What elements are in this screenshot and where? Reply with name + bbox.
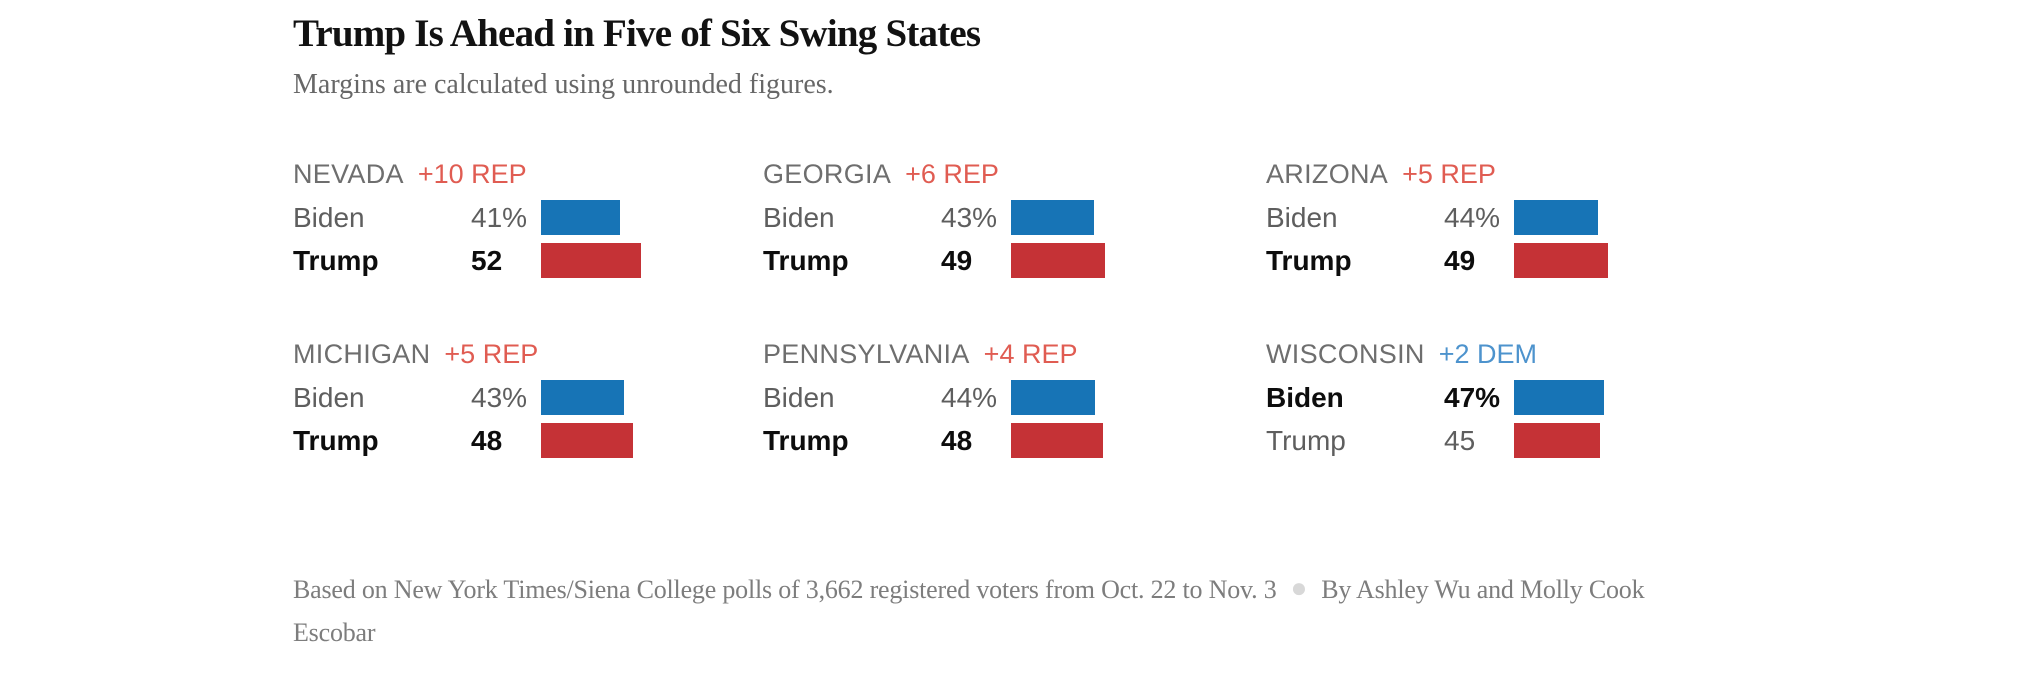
state-block-arizona: ARIZONA +5 REP Biden 44% Trump 49	[1266, 161, 1725, 286]
state-margin-badge: +6 REP	[905, 159, 999, 190]
candidate-name: Trump	[763, 424, 849, 456]
candidate-name: Trump	[1266, 244, 1352, 276]
state-name: WISCONSIN	[1266, 339, 1425, 370]
candidate-name: Trump	[293, 244, 379, 276]
candidate-value: 52	[471, 244, 503, 276]
candidate-name: Biden	[1266, 381, 1344, 413]
state-header: PENNSYLVANIA +4 REP	[763, 341, 1266, 368]
candidate-row: Trump 49	[763, 243, 1266, 279]
state-margin-badge: +5 REP	[1402, 159, 1496, 190]
state-name: NEVADA	[293, 159, 404, 190]
poll-bar	[1011, 380, 1096, 416]
state-block-michigan: MICHIGAN +5 REP Biden 43% Trump 48	[293, 341, 763, 466]
candidate-name: Trump	[293, 424, 379, 456]
page-title: Trump Is Ahead in Five of Six Swing Stat…	[293, 12, 981, 55]
candidate-name: Biden	[763, 381, 835, 413]
candidate-name: Trump	[1266, 424, 1346, 456]
state-block-pennsylvania: PENNSYLVANIA +4 REP Biden 44% Trump 48	[763, 341, 1266, 466]
footer-note: Based on New York Times/Siena College po…	[293, 566, 1725, 653]
state-header: MICHIGAN +5 REP	[293, 341, 763, 368]
state-name: GEORGIA	[763, 159, 892, 190]
candidate-rows: Biden 43% Trump 48	[293, 380, 763, 459]
candidate-value: 48	[941, 424, 973, 456]
candidate-row: Biden 44%	[1266, 200, 1725, 236]
candidate-rows: Biden 47% Trump 45	[1266, 380, 1725, 459]
poll-bar	[541, 200, 620, 236]
candidate-value: 48	[471, 424, 503, 456]
poll-bar	[1514, 243, 1609, 279]
state-header: GEORGIA +6 REP	[763, 161, 1266, 188]
state-name: MICHIGAN	[293, 339, 431, 370]
candidate-value: 44%	[941, 381, 998, 413]
poll-bar	[1514, 423, 1601, 459]
candidate-row: Trump 49	[1266, 243, 1725, 279]
page-subtitle: Margins are calculated using unrounded f…	[293, 68, 834, 100]
candidate-value: 43%	[941, 201, 998, 233]
candidate-rows: Biden 44% Trump 49	[1266, 200, 1725, 279]
candidate-value: 47%	[1444, 381, 1501, 413]
state-block-nevada: NEVADA +10 REP Biden 41% Trump 52	[293, 161, 763, 286]
state-header: ARIZONA +5 REP	[1266, 161, 1725, 188]
state-block-georgia: GEORGIA +6 REP Biden 43% Trump 49	[763, 161, 1266, 286]
poll-bar	[541, 243, 641, 279]
candidate-row: Biden 43%	[293, 380, 763, 416]
candidate-rows: Biden 43% Trump 49	[763, 200, 1266, 279]
candidate-row: Biden 47%	[1266, 380, 1725, 416]
state-name: ARIZONA	[1266, 159, 1389, 190]
poll-bar	[1514, 380, 1605, 416]
poll-bar	[1011, 243, 1106, 279]
state-header: WISCONSIN +2 DEM	[1266, 341, 1725, 368]
candidate-row: Trump 45	[1266, 423, 1725, 459]
state-margin-badge: +4 REP	[983, 339, 1078, 370]
state-margin-badge: +10 REP	[417, 159, 527, 190]
poll-bar	[1011, 200, 1094, 236]
candidate-rows: Biden 41% Trump 52	[293, 200, 763, 279]
source-text: Based on New York Times/Siena College po…	[293, 575, 1277, 605]
candidate-name: Biden	[763, 201, 835, 233]
state-margin-badge: +5 REP	[444, 339, 539, 370]
candidate-value: 41%	[471, 201, 528, 233]
candidate-name: Trump	[763, 244, 849, 276]
state-margin-badge: +2 DEM	[1438, 339, 1537, 370]
candidate-value: 49	[941, 244, 973, 276]
candidate-value: 44%	[1444, 201, 1501, 233]
candidate-name: Biden	[1266, 201, 1338, 233]
chart-grid: NEVADA +10 REP Biden 41% Trump 52 GEORGIA…	[293, 161, 1753, 466]
state-name: PENNSYLVANIA	[763, 339, 970, 370]
poll-bar	[541, 380, 624, 416]
poll-bar	[541, 423, 634, 459]
poll-graphic: Trump Is Ahead in Five of Six Swing Stat…	[293, 0, 1753, 680]
state-header: NEVADA +10 REP	[293, 161, 763, 188]
candidate-name: Biden	[293, 381, 365, 413]
candidate-value: 45	[1444, 424, 1476, 456]
candidate-value: 43%	[471, 381, 528, 413]
candidate-rows: Biden 44% Trump 48	[763, 380, 1266, 459]
candidate-value: 49	[1444, 244, 1476, 276]
candidate-row: Trump 52	[293, 243, 763, 279]
candidate-row: Biden 43%	[763, 200, 1266, 236]
candidate-row: Trump 48	[763, 423, 1266, 459]
state-block-wisconsin: WISCONSIN +2 DEM Biden 47% Trump 45	[1266, 341, 1725, 466]
candidate-name: Biden	[293, 201, 365, 233]
candidate-row: Biden 44%	[763, 380, 1266, 416]
candidate-row: Biden 41%	[293, 200, 763, 236]
bullet-separator-icon: ●	[1290, 573, 1308, 605]
candidate-row: Trump 48	[293, 423, 763, 459]
poll-bar	[1011, 423, 1104, 459]
poll-bar	[1514, 200, 1599, 236]
